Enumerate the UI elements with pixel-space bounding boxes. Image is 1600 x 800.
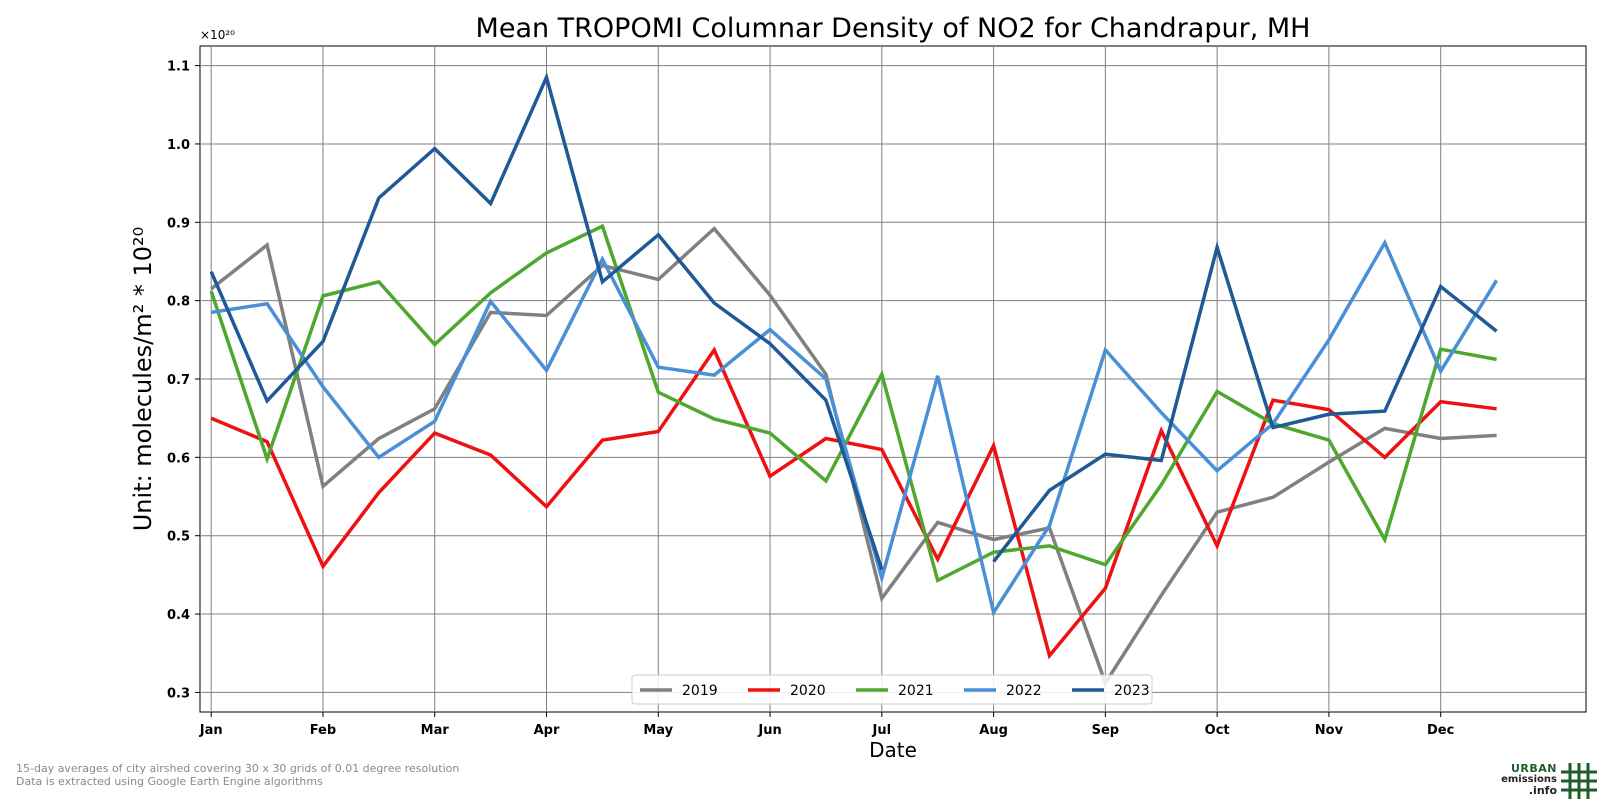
series-line-2023: [209, 72, 1498, 570]
x-tick-label: Jun: [757, 723, 781, 738]
x-tick-label: Aug: [979, 723, 1008, 738]
series-line-2022: [210, 238, 1499, 617]
y-axis-ticks: 0.3 0.4 0.5 0.6 0.7 0.8 0.9 1.0 1.1: [167, 60, 200, 701]
legend-label-2023: 2023: [1114, 683, 1150, 699]
x-tick-label: Oct: [1205, 723, 1230, 738]
x-tick-label: May: [643, 723, 673, 738]
y-tick-label: 1.0: [167, 138, 190, 153]
logo-text: URBAN emissions .info: [1501, 763, 1557, 796]
x-tick-label: Nov: [1315, 723, 1344, 738]
footnote-line-1: 15-day averages of city airshed covering…: [16, 762, 460, 775]
series-lines: [209, 72, 1499, 687]
y-tick-label: 0.8: [167, 295, 190, 310]
legend-label-2021: 2021: [898, 683, 934, 699]
x-axis-label: Date: [869, 738, 917, 760]
legend-box: [631, 674, 1153, 705]
y-tick-label: 0.5: [167, 530, 190, 545]
x-tick-label: Sep: [1092, 723, 1120, 738]
footnote: 15-day averages of city airshed covering…: [16, 762, 459, 788]
grid-logo-icon: [1561, 763, 1597, 799]
chart-title: Mean TROPOMI Columnar Density of NO2 for…: [476, 13, 1311, 44]
x-tick-label: Mar: [421, 723, 450, 738]
legend-label-2019: 2019: [682, 683, 718, 699]
grid: [200, 46, 1586, 712]
legend-label-2022: 2022: [1006, 683, 1042, 699]
footnote-line-2: Data is extracted using Google Earth Eng…: [16, 775, 323, 788]
chart: 0.3 0.4 0.5 0.6 0.7 0.8 0.9 1.0 1.1 Jan Feb Mar Apr…: [129, 13, 1587, 760]
y-tick-label: 0.3: [167, 686, 190, 701]
logo-line-2: emissions: [1501, 774, 1557, 785]
x-axis-ticks: Jan Feb Mar Apr May Jun Jul Aug Sep Oct Nov Dec: [199, 712, 1454, 738]
y-offset-label: ×10²⁰: [200, 28, 235, 42]
logo-line-3: .info: [1528, 784, 1557, 797]
y-tick-label: 0.4: [167, 608, 190, 623]
y-tick-label: 0.9: [167, 216, 190, 231]
x-tick-label: Jul: [872, 723, 892, 738]
x-tick-label: Jan: [199, 723, 223, 738]
x-tick-label: Apr: [534, 723, 560, 738]
legend-label-2020: 2020: [790, 683, 826, 699]
y-tick-label: 1.1: [167, 60, 190, 75]
logo-line-1: URBAN: [1510, 762, 1557, 775]
y-tick-label: 0.6: [167, 451, 190, 466]
x-tick-label: Dec: [1427, 723, 1454, 738]
x-tick-label: Feb: [310, 723, 336, 738]
y-tick-label: 0.7: [167, 373, 190, 388]
series-line-2020: [210, 346, 1497, 660]
urban-emissions-logo: URBAN emissions .info: [1501, 763, 1597, 799]
y-axis-label: Unit: molecules/m² * 10²⁰: [129, 227, 157, 532]
legend: 2019 2020 2021 2022 2023: [631, 674, 1153, 705]
